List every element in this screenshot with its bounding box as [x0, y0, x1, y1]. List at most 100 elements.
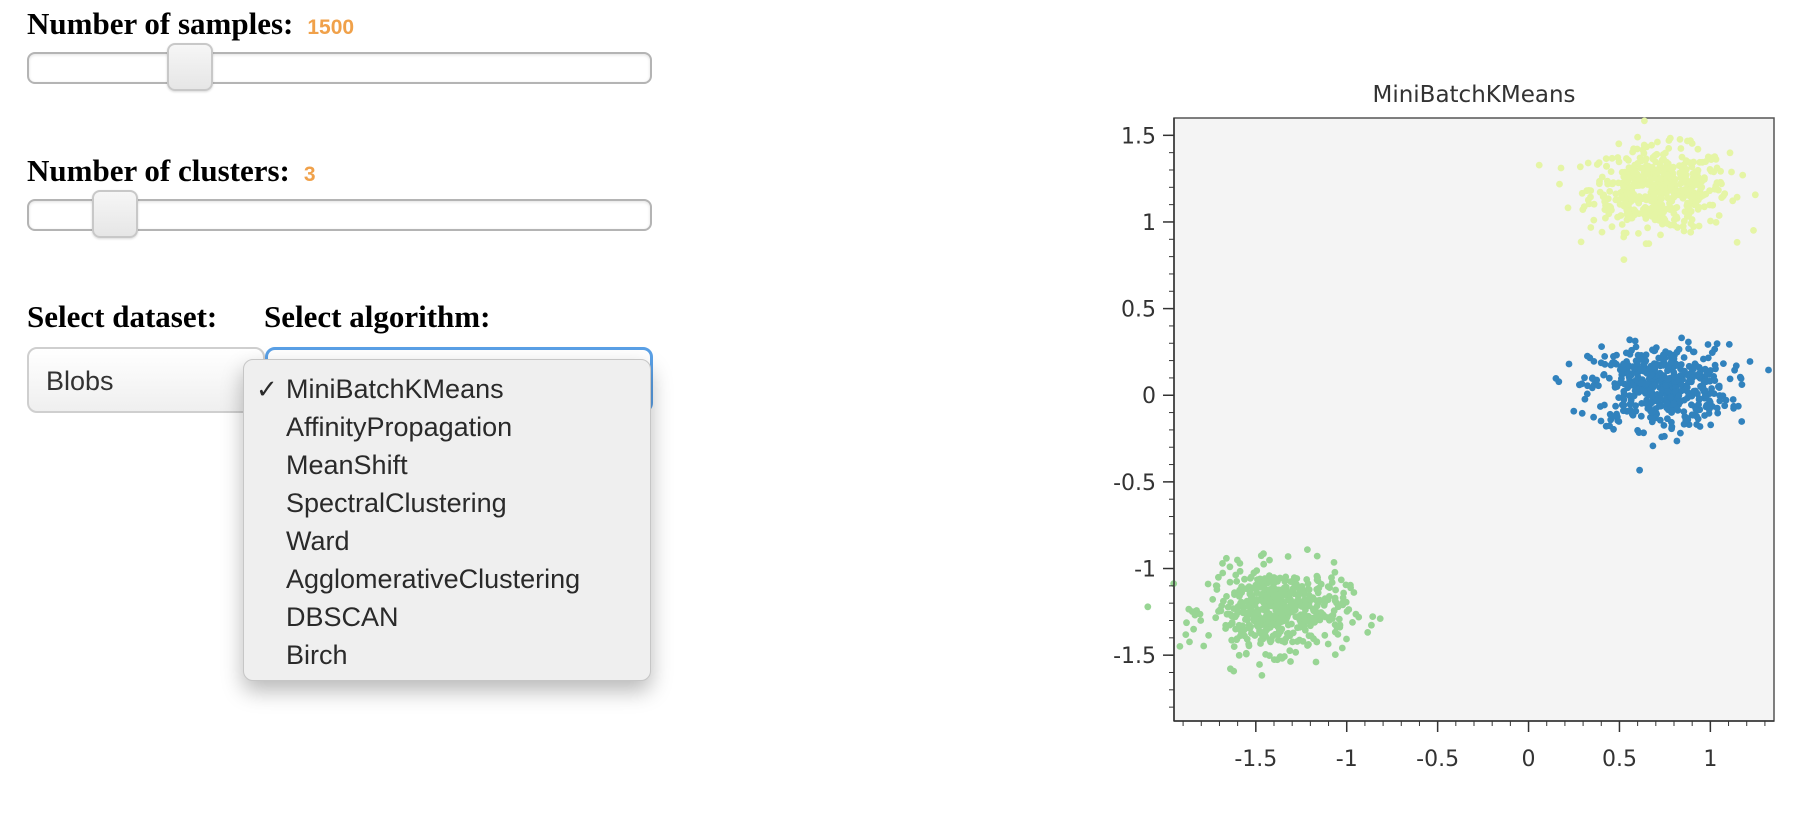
data-point: [1634, 373, 1642, 381]
data-point: [1590, 200, 1598, 208]
clusters-slider-handle[interactable]: [92, 190, 138, 238]
data-point: [1218, 602, 1226, 610]
data-point: [1334, 603, 1342, 611]
data-point: [1708, 385, 1715, 392]
data-point: [1577, 238, 1585, 246]
data-point: [1313, 552, 1321, 560]
data-point: [1677, 372, 1684, 379]
samples-value: 1500: [307, 16, 355, 39]
x-tick-label: -0.5: [1416, 747, 1459, 772]
data-point: [1603, 162, 1610, 170]
data-point: [1310, 607, 1317, 615]
data-point: [1688, 364, 1695, 372]
data-point: [1688, 401, 1695, 409]
data-point: [1321, 595, 1329, 603]
data-point: [1728, 168, 1735, 176]
data-point: [1690, 182, 1697, 189]
option-dbscan[interactable]: DBSCAN: [244, 598, 650, 636]
data-point: [1293, 575, 1301, 582]
data-point: [1245, 642, 1253, 650]
data-point: [1629, 148, 1636, 156]
data-point: [1557, 164, 1565, 172]
option-affinitypropagation[interactable]: AffinityPropagation: [244, 408, 650, 446]
data-point: [1292, 648, 1300, 656]
data-point: [1622, 229, 1630, 237]
data-point: [1581, 374, 1588, 382]
data-point: [1200, 642, 1208, 650]
option-label: AffinityPropagation: [286, 412, 513, 442]
data-point: [1671, 372, 1679, 380]
data-point: [1190, 625, 1197, 633]
dataset-select[interactable]: Blobs: [27, 347, 265, 413]
data-point: [1738, 381, 1746, 388]
data-point: [1236, 592, 1243, 599]
data-point: [1640, 209, 1648, 216]
data-point: [1677, 145, 1685, 152]
data-point: [1619, 365, 1627, 373]
data-point: [1231, 591, 1238, 598]
data-point: [1608, 154, 1616, 162]
data-point: [1304, 642, 1311, 649]
data-point: [1205, 632, 1212, 639]
data-point: [1695, 371, 1702, 378]
data-point: [1228, 636, 1236, 644]
data-point: [1262, 651, 1269, 658]
data-point: [1642, 240, 1650, 248]
option-spectralclustering[interactable]: SpectralClustering: [244, 484, 650, 522]
data-point: [1670, 216, 1678, 224]
data-point: [1578, 380, 1586, 388]
option-agglomerativeclustering[interactable]: AgglomerativeClustering: [244, 560, 650, 598]
data-point: [1227, 611, 1235, 619]
data-point: [1626, 214, 1634, 222]
data-point: [1689, 411, 1697, 419]
data-point: [1299, 638, 1307, 645]
data-point: [1709, 201, 1717, 209]
data-point: [1657, 231, 1664, 239]
data-point: [1667, 359, 1675, 366]
data-point: [1266, 586, 1273, 593]
data-point: [1649, 346, 1656, 354]
data-point: [1223, 554, 1230, 562]
data-point: [1276, 574, 1284, 582]
data-point: [1336, 621, 1344, 629]
y-tick-label: -1: [1134, 558, 1156, 583]
data-point: [1633, 386, 1641, 394]
data-point: [1598, 343, 1605, 350]
data-point: [1613, 351, 1620, 359]
data-point: [1643, 170, 1651, 178]
clusters-value: 3: [303, 163, 316, 186]
option-label: Birch: [286, 640, 348, 670]
data-point: [1304, 580, 1312, 587]
data-point: [1620, 256, 1628, 263]
option-birch[interactable]: Birch: [244, 636, 650, 674]
data-point: [1700, 355, 1707, 363]
data-point: [1342, 581, 1350, 589]
data-point: [1681, 186, 1689, 193]
data-point: [1683, 383, 1691, 391]
data-point: [1578, 409, 1586, 417]
data-point: [1687, 207, 1695, 215]
data-point: [1666, 134, 1674, 142]
data-point: [1687, 377, 1695, 385]
samples-slider[interactable]: [27, 43, 652, 91]
dataset-label: Select dataset:: [27, 299, 218, 334]
data-point: [1686, 192, 1694, 200]
data-point: [1615, 140, 1623, 148]
data-point: [1282, 603, 1289, 611]
data-point: [1234, 556, 1241, 564]
data-point: [1656, 416, 1664, 424]
data-point: [1280, 584, 1288, 592]
data-point: [1701, 412, 1708, 419]
data-point: [1765, 366, 1772, 374]
clusters-slider[interactable]: [27, 190, 652, 238]
data-point: [1655, 371, 1662, 379]
samples-slider-handle[interactable]: [167, 43, 213, 91]
data-point: [1597, 417, 1605, 425]
option-minibatchkmeans[interactable]: ✓ MiniBatchKMeans: [244, 370, 650, 408]
data-point: [1286, 647, 1294, 655]
option-ward[interactable]: Ward: [244, 522, 650, 560]
data-point: [1739, 171, 1747, 179]
data-point: [1645, 164, 1653, 172]
option-meanshift[interactable]: MeanShift: [244, 446, 650, 484]
data-point: [1305, 592, 1313, 599]
